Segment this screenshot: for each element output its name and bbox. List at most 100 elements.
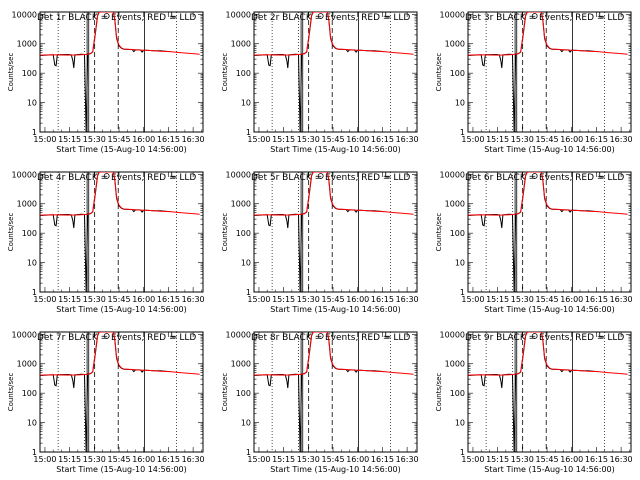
y-tick-label: 100	[450, 389, 465, 398]
y-tick-label: 10000	[226, 170, 251, 179]
y-tick-label: 1000	[17, 360, 37, 369]
x-tick-label: 15:00	[33, 135, 56, 144]
panel-title: Det 1r BLACK = Events, RED = LLD	[37, 13, 196, 23]
plot-area	[40, 12, 200, 132]
panel-title: Det 3r BLACK = Events, RED = LLD	[465, 13, 624, 23]
panel-4: Det 4r BLACK = Events, RED = LLD 1 10 100 10…	[7, 170, 205, 314]
panel-title: Det 2r BLACK = Events, RED = LLD	[251, 13, 410, 23]
y-tick-label: 10000	[226, 10, 251, 19]
y-tick-label: 100	[22, 389, 37, 398]
x-tick-label: 15:45	[321, 295, 344, 304]
x-tick-label: 16:30	[396, 455, 419, 464]
x-tick-label: 16:30	[396, 135, 419, 144]
x-tick-label: 15:30	[511, 455, 534, 464]
flag-circle-marker	[103, 333, 110, 339]
panel-3: Det 3r BLACK = Events, RED = LLD 1 10 100 10…	[435, 10, 633, 154]
flag-notch-marker	[171, 172, 177, 178]
y-axis-label: Counts/sec	[221, 213, 229, 252]
x-tick-label: 16:30	[182, 455, 205, 464]
y-axis-label: Counts/sec	[435, 373, 443, 412]
plot-frame	[467, 331, 632, 453]
y-tick-label: 100	[22, 229, 37, 238]
x-tick-label: 16:30	[182, 295, 205, 304]
panel-title: Det 7r BLACK = Events, RED = LLD	[37, 333, 196, 343]
panel-2: Det 2r BLACK = Events, RED = LLD 1 10 100 10…	[221, 10, 419, 154]
x-tick-label: 16:30	[396, 295, 419, 304]
y-axis-label: Counts/sec	[435, 53, 443, 92]
y-tick-label: 1	[460, 448, 465, 457]
panel-7: Det 7r BLACK = Events, RED = LLD 1 10 100 10…	[7, 330, 205, 474]
y-tick-label: 10	[455, 259, 465, 268]
plot-frame	[39, 11, 204, 133]
x-tick-label: 15:45	[535, 295, 558, 304]
y-tick-label: 1000	[445, 200, 465, 209]
x-tick-label: 15:45	[321, 455, 344, 464]
panel-8: Det 8r BLACK = Events, RED = LLD 1 10 100 10…	[221, 330, 419, 474]
x-tick-label: 15:15	[58, 135, 81, 144]
y-tick-label: 1	[460, 288, 465, 297]
events-series-line	[254, 332, 385, 452]
x-tick-label: 15:30	[297, 455, 320, 464]
y-axis-label: Counts/sec	[7, 213, 15, 252]
plot-frame	[467, 171, 632, 293]
y-tick-label: 10000	[440, 330, 465, 339]
plot-frame	[253, 11, 418, 133]
x-tick-label: 15:00	[461, 135, 484, 144]
y-axis-label: Counts/sec	[7, 53, 15, 92]
y-tick-label: 1	[32, 288, 37, 297]
panel-6: Det 6r BLACK = Events, RED = LLD 1 10 100 10…	[435, 170, 633, 314]
y-tick-label: 1	[460, 128, 465, 137]
lld-series-line	[254, 12, 414, 56]
x-tick-label: 15:30	[511, 295, 534, 304]
panel-title: Det 9r BLACK = Events, RED = LLD	[465, 333, 624, 343]
lld-series-line	[40, 172, 200, 216]
flag-circle-marker	[103, 13, 110, 19]
x-tick-label: 15:30	[83, 295, 106, 304]
y-axis-label: Counts/sec	[435, 213, 443, 252]
flag-notch-marker	[171, 332, 177, 338]
plot-frame	[39, 331, 204, 453]
y-tick-label: 10000	[12, 10, 37, 19]
flag-circle-marker	[531, 333, 538, 339]
plot-area	[254, 12, 414, 132]
flag-notch-marker	[599, 332, 605, 338]
events-series-line	[468, 172, 599, 292]
x-tick-label: 15:15	[272, 295, 295, 304]
x-tick-label: 16:00	[346, 295, 369, 304]
y-tick-label: 1	[32, 448, 37, 457]
lld-series-line	[40, 332, 200, 376]
y-tick-label: 1000	[231, 360, 251, 369]
panel-9: Det 9r BLACK = Events, RED = LLD 1 10 100 10…	[435, 330, 633, 474]
x-tick-label: 16:30	[610, 295, 633, 304]
x-tick-label: 15:15	[486, 455, 509, 464]
x-tick-label: 16:00	[346, 135, 369, 144]
lld-series-line	[40, 12, 200, 56]
x-tick-label: 16:15	[157, 135, 180, 144]
y-tick-label: 10	[241, 419, 251, 428]
lld-series-line	[254, 172, 414, 216]
x-tick-label: 15:00	[247, 135, 270, 144]
panel-5: Det 5r BLACK = Events, RED = LLD 1 10 100 10…	[221, 170, 419, 314]
y-tick-label: 10	[455, 99, 465, 108]
x-tick-label: 15:30	[297, 135, 320, 144]
y-tick-label: 1	[246, 288, 251, 297]
x-axis-label: Start Time (15-Aug-10 14:56:00)	[56, 305, 187, 314]
plot-area	[40, 332, 200, 452]
events-series-line	[254, 12, 385, 132]
lld-series-line	[468, 12, 628, 56]
plot-area	[468, 12, 628, 132]
events-series-line	[468, 12, 599, 132]
x-tick-label: 15:30	[83, 135, 106, 144]
x-tick-label: 15:00	[247, 455, 270, 464]
y-tick-label: 10000	[440, 170, 465, 179]
plot-frame	[39, 171, 204, 293]
plot-frame	[253, 331, 418, 453]
x-tick-label: 16:00	[560, 455, 583, 464]
x-axis-label: Start Time (15-Aug-10 14:56:00)	[270, 145, 401, 154]
x-tick-label: 15:00	[461, 455, 484, 464]
x-tick-label: 15:15	[272, 135, 295, 144]
events-series-line	[40, 332, 171, 452]
x-tick-label: 16:00	[132, 455, 155, 464]
y-tick-label: 1000	[17, 40, 37, 49]
x-tick-label: 16:00	[132, 295, 155, 304]
